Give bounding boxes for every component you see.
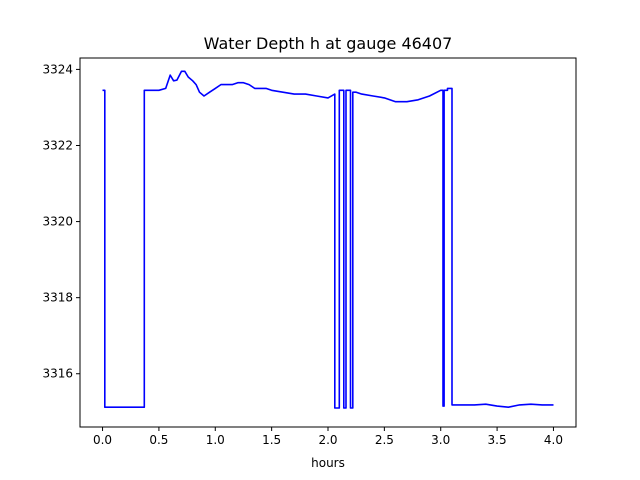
x-tick-label: 1.0 — [206, 433, 225, 447]
y-tick-label: 3320 — [42, 215, 73, 229]
x-tick-label: 1.5 — [262, 433, 281, 447]
x-axis: 0.0 0.5 1.0 1.5 2.0 2.5 3.0 3.5 4.0 — [93, 427, 563, 447]
x-tick-label: 3.0 — [431, 433, 450, 447]
x-axis-label: hours — [311, 456, 345, 470]
x-tick-label: 2.0 — [318, 433, 337, 447]
chart-title: Water Depth h at gauge 46407 — [204, 34, 453, 53]
y-tick-label: 3316 — [42, 367, 73, 381]
y-tick-label: 3322 — [42, 138, 73, 152]
x-tick-label: 4.0 — [544, 433, 563, 447]
x-tick-label: 0.5 — [149, 433, 168, 447]
x-tick-label: 3.5 — [488, 433, 507, 447]
plot-area — [102, 70, 554, 409]
x-tick-label: 0.0 — [93, 433, 112, 447]
y-axis: 3316 3318 3320 3322 3324 — [42, 62, 80, 381]
x-tick-label: 2.5 — [375, 433, 394, 447]
y-tick-label: 3318 — [42, 291, 73, 305]
y-tick-label: 3324 — [42, 62, 73, 76]
series-line-0 — [102, 70, 554, 409]
